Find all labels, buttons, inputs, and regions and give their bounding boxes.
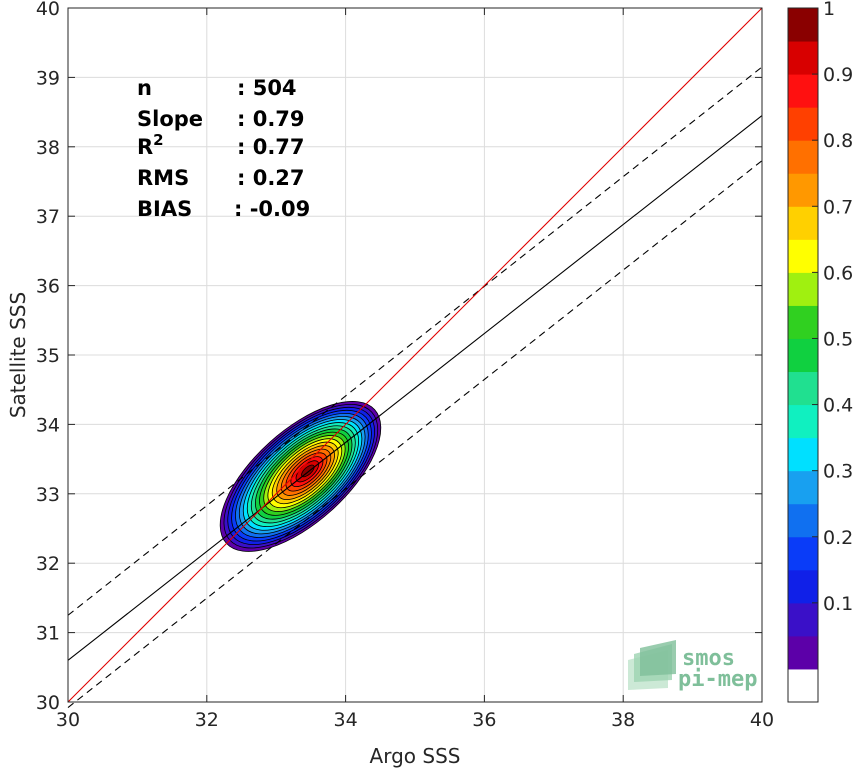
stat-value: : 504 bbox=[237, 76, 297, 100]
colorbar-segment bbox=[788, 503, 818, 538]
colorbar-segment bbox=[788, 536, 818, 571]
colorbar-segment bbox=[788, 602, 818, 637]
colorbar-tick-label: 0.5 bbox=[823, 328, 853, 350]
y-tick-label: 31 bbox=[36, 623, 60, 645]
fit-line bbox=[67, 115, 763, 661]
colorbar-segment bbox=[788, 635, 818, 670]
colorbar-segment bbox=[788, 239, 818, 273]
colorbar-segment bbox=[788, 305, 818, 339]
colorbar-segment bbox=[788, 569, 818, 604]
stat-value: : 0.79 bbox=[237, 107, 305, 131]
colorbar-segment bbox=[788, 107, 818, 141]
colorbar-segment bbox=[788, 668, 818, 703]
colorbar-tick-label: 0.3 bbox=[823, 461, 853, 483]
colorbar-tick-label: 0.2 bbox=[823, 527, 853, 549]
identity-line bbox=[67, 7, 763, 703]
stat-label: RMS bbox=[137, 166, 189, 190]
colorbar-segment bbox=[788, 74, 818, 108]
colorbar-tick-label: 0.8 bbox=[823, 130, 853, 152]
x-axis-label: Argo SSS bbox=[370, 744, 461, 768]
x-tick-label: 36 bbox=[472, 709, 496, 731]
y-tick-label: 40 bbox=[36, 0, 60, 20]
colorbar-segment bbox=[788, 140, 818, 174]
colorbar-tick-label: 0.1 bbox=[823, 593, 853, 615]
smos-pi-mep-logo: smos pi-mep bbox=[628, 640, 757, 692]
regression-lines bbox=[67, 7, 763, 708]
y-tick-label: 30 bbox=[36, 692, 60, 714]
y-axis-label: Satellite SSS bbox=[6, 292, 30, 418]
grid bbox=[67, 7, 763, 703]
y-tick-label: 39 bbox=[36, 67, 60, 89]
colorbar-segment bbox=[788, 272, 818, 306]
density-contours bbox=[219, 401, 382, 552]
stat-value: : -0.09 bbox=[234, 197, 310, 221]
y-tick-label: 34 bbox=[36, 414, 60, 436]
x-tick-label: 40 bbox=[750, 709, 774, 731]
y-tick-label: 38 bbox=[36, 137, 60, 159]
fit-upper-line bbox=[67, 66, 763, 616]
stat-label: BIAS bbox=[137, 197, 192, 221]
colorbar-segment bbox=[788, 470, 818, 505]
colorbar-segment bbox=[788, 437, 818, 472]
stat-label: Slope bbox=[137, 107, 203, 131]
stat-label: n bbox=[137, 76, 152, 100]
colorbar-tick-label: 1 bbox=[823, 0, 835, 20]
stat-superscript: 2 bbox=[153, 131, 163, 149]
colorbar-segment bbox=[788, 41, 818, 75]
colorbar-segment bbox=[788, 338, 818, 373]
logo-waves-icon bbox=[628, 640, 676, 690]
x-tick-label: 30 bbox=[56, 709, 80, 731]
colorbar-segment bbox=[788, 404, 818, 439]
x-tick-label: 38 bbox=[611, 709, 635, 731]
y-tick-label: 37 bbox=[36, 206, 60, 228]
colorbar-segment bbox=[788, 173, 818, 207]
colorbar-segment bbox=[788, 206, 818, 240]
colorbar-segment bbox=[788, 8, 818, 42]
colorbar: 0.1 0.2 0.3 0.4 0.5 0.6 0.7 0.8 0.9 1 bbox=[787, 0, 853, 703]
logo-line-1: smos bbox=[682, 646, 735, 671]
logo-line-2: pi-mep bbox=[678, 667, 757, 692]
x-axis-ticks: 30 32 34 36 38 40 bbox=[56, 8, 774, 731]
stat-value: : 0.77 bbox=[237, 135, 305, 159]
colorbar-tick-label: 0.4 bbox=[823, 395, 853, 417]
x-tick-label: 32 bbox=[195, 709, 219, 731]
colorbar-tick-label: 0.7 bbox=[823, 196, 853, 218]
y-axis-ticks: 30 31 32 33 34 35 36 37 38 39 40 bbox=[36, 0, 762, 714]
y-tick-label: 35 bbox=[36, 345, 60, 367]
y-tick-label: 36 bbox=[36, 276, 60, 298]
colorbar-tick-label: 0.6 bbox=[823, 262, 853, 284]
plot-area: 30 32 34 36 38 40 30 31 32 33 34 35 36 37 38 39 40 Argo… bbox=[6, 0, 774, 768]
colorbar-frame bbox=[787, 7, 819, 703]
stat-value: : 0.27 bbox=[237, 166, 305, 190]
x-tick-label: 34 bbox=[334, 709, 358, 731]
y-tick-label: 32 bbox=[36, 553, 60, 575]
y-tick-label: 33 bbox=[36, 484, 60, 506]
colorbar-segment bbox=[788, 371, 818, 406]
colorbar-tick-label: 0.9 bbox=[823, 64, 853, 86]
fit-lower-line bbox=[67, 160, 763, 708]
